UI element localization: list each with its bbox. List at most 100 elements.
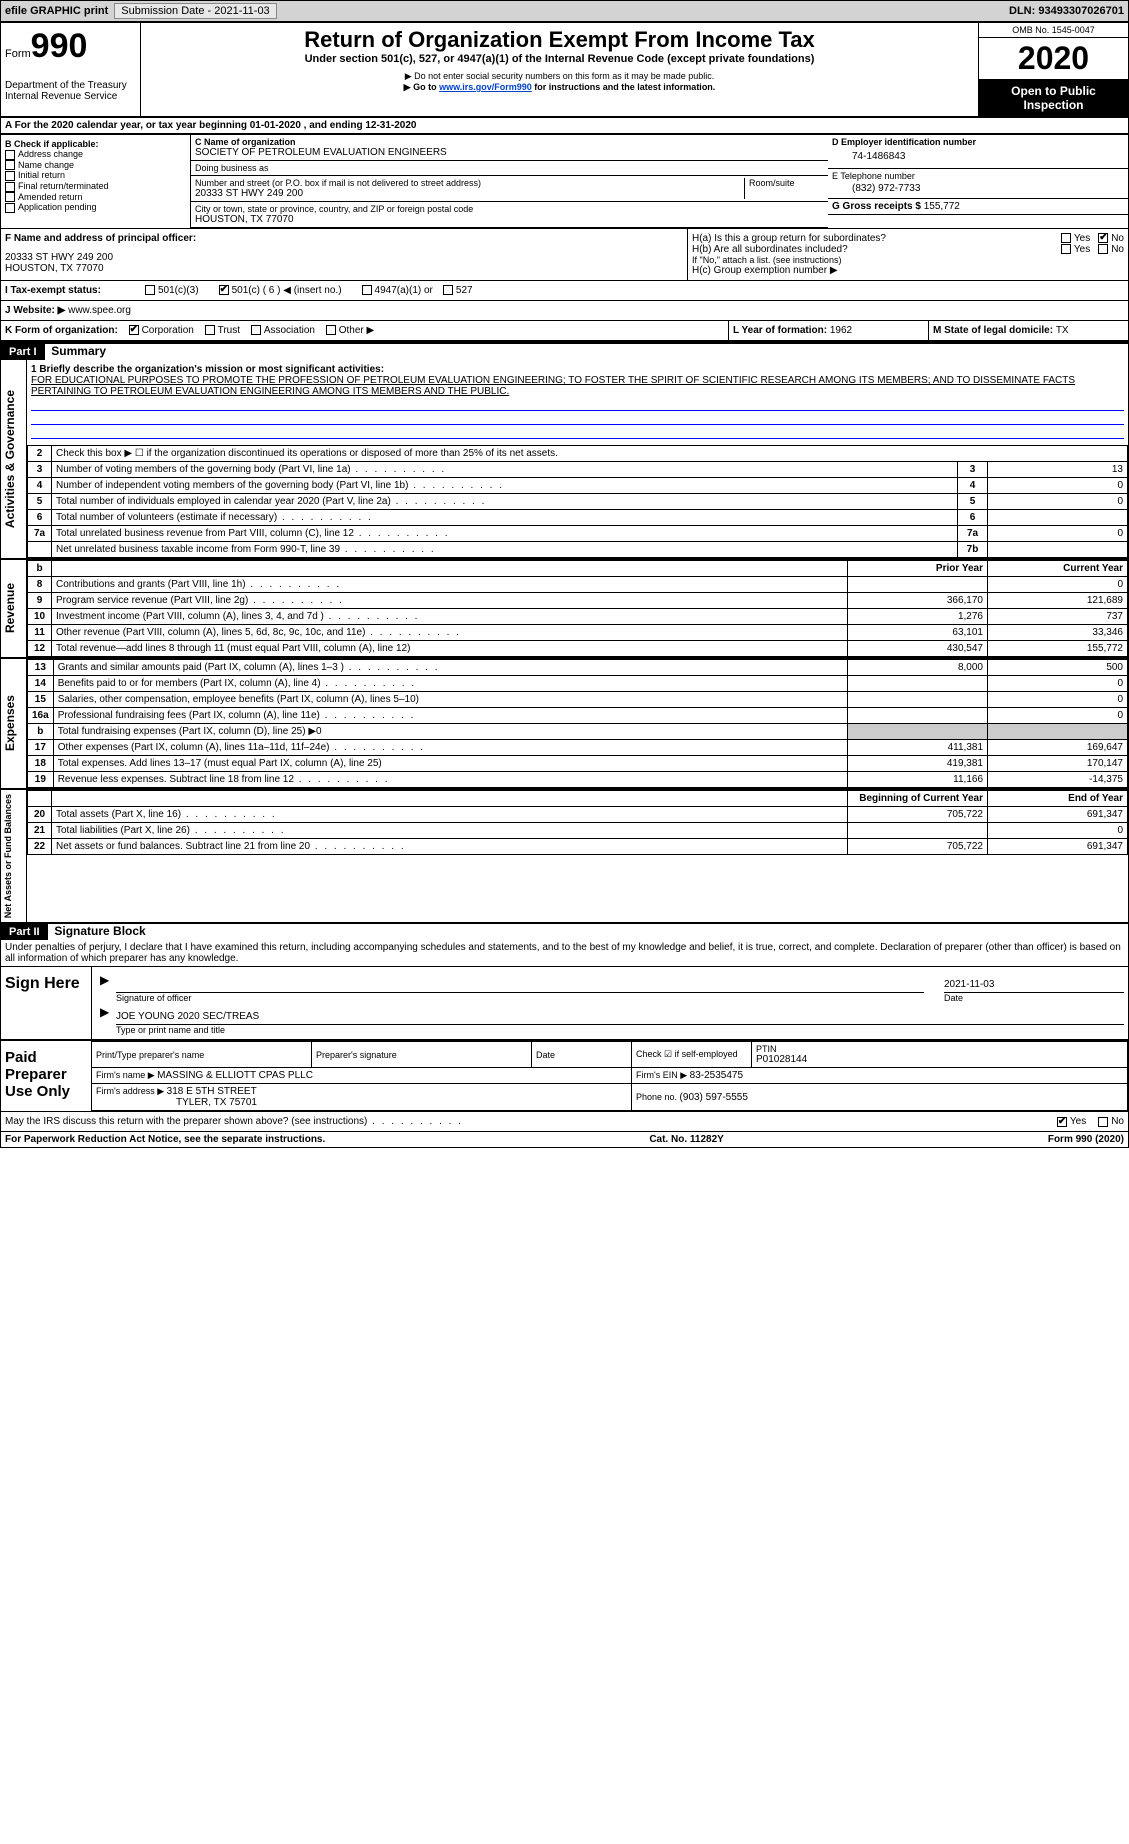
- form990-link[interactable]: www.irs.gov/Form990: [439, 82, 532, 92]
- table-row: 3Number of voting members of the governi…: [28, 462, 1128, 478]
- goto-pre: ▶ Go to: [404, 82, 439, 92]
- table-row: 9Program service revenue (Part VIII, lin…: [28, 593, 1128, 609]
- ha-row: H(a) Is this a group return for subordin…: [692, 233, 1124, 244]
- table-row: 17Other expenses (Part IX, column (A), l…: [28, 740, 1128, 756]
- label-governance: Activities & Governance: [1, 386, 19, 532]
- submission-date-button[interactable]: Submission Date - 2021-11-03: [114, 3, 276, 19]
- omb-number: OMB No. 1545-0047: [979, 23, 1128, 38]
- org-name-block: C Name of organization SOCIETY OF PETROL…: [191, 135, 828, 161]
- ein-label: D Employer identification number: [832, 137, 1124, 147]
- prep-selfemp-cell[interactable]: Check ☑ if self-employed: [632, 1042, 752, 1068]
- gross-receipts-block: G Gross receipts $ 155,772: [828, 199, 1128, 215]
- irs-label: Internal Revenue Service: [5, 91, 136, 102]
- footer-right: Form 990 (2020): [1048, 1134, 1124, 1145]
- expenses-table: 13Grants and similar amounts paid (Part …: [27, 659, 1128, 788]
- form-number: Form990: [5, 27, 136, 66]
- ha-yes[interactable]: Yes: [1061, 233, 1090, 244]
- officer-addr1: 20333 ST HWY 249 200: [5, 252, 683, 263]
- part-ii-title: Signature Block: [50, 924, 145, 938]
- hb-note: If "No," attach a list. (see instruction…: [692, 255, 1124, 265]
- chk-initial-return[interactable]: Initial return: [5, 170, 186, 181]
- officer-label: F Name and address of principal officer:: [5, 233, 683, 244]
- part-i-body: Activities & Governance 1 Briefly descri…: [1, 360, 1128, 558]
- opt-other[interactable]: Other ▶: [326, 325, 374, 336]
- paid-preparer-label: Paid Preparer Use Only: [1, 1041, 91, 1111]
- prep-name-cell: Print/Type preparer's name: [92, 1042, 312, 1068]
- firm-ein-cell: Firm's EIN ▶ 83-2535475: [632, 1068, 1128, 1084]
- opt-4947[interactable]: 4947(a)(1) or: [362, 285, 433, 296]
- table-row: 13Grants and similar amounts paid (Part …: [28, 660, 1128, 676]
- table-row: 19Revenue less expenses. Subtract line 1…: [28, 772, 1128, 788]
- revenue-section: Revenue bPrior YearCurrent Year 8Contrib…: [1, 558, 1128, 657]
- table-row: 6Total number of volunteers (estimate if…: [28, 510, 1128, 526]
- sign-here-block: Sign Here Signature of officer 2021-11-0…: [1, 967, 1128, 1039]
- table-row: bTotal fundraising expenses (Part IX, co…: [28, 724, 1128, 740]
- chk-final-return[interactable]: Final return/terminated: [5, 181, 186, 192]
- firm-addr2: TYLER, TX 75701: [96, 1097, 627, 1108]
- part-i-header: Part I Summary: [1, 342, 1128, 360]
- col-prior-year: Prior Year: [848, 561, 988, 577]
- form-title: Return of Organization Exempt From Incom…: [145, 27, 974, 53]
- row-j-website: J Website: ▶ www.spee.org: [1, 300, 1128, 320]
- officer-addr2: HOUSTON, TX 77070: [5, 263, 683, 274]
- address-block: Number and street (or P.O. box if mail i…: [191, 176, 828, 202]
- opt-trust[interactable]: Trust: [205, 325, 240, 336]
- dba-block: Doing business as: [191, 161, 828, 176]
- table-row: 18Total expenses. Add lines 13–17 (must …: [28, 756, 1128, 772]
- chk-amended-return[interactable]: Amended return: [5, 192, 186, 203]
- opt-corp[interactable]: Corporation: [129, 325, 194, 336]
- ha-no[interactable]: No: [1098, 233, 1124, 244]
- officer-sig-caption: Signature of officer: [96, 993, 924, 1003]
- dept-treasury: Department of the Treasury: [5, 80, 136, 91]
- name-title: JOE YOUNG 2020 SEC/TREAS: [116, 1011, 259, 1022]
- topbar: efile GRAPHIC print Submission Date - 20…: [0, 0, 1129, 22]
- firm-addr-cell: Firm's address ▶ 318 E 5TH STREET TYLER,…: [92, 1084, 632, 1111]
- hb-label: H(b) Are all subordinates included?: [692, 244, 1061, 255]
- year-formation: 1962: [830, 325, 852, 336]
- website-label: J Website: ▶: [5, 305, 65, 316]
- mission-blank-line: [31, 399, 1124, 411]
- table-row: Net unrelated business taxable income fr…: [28, 542, 1128, 558]
- row-i-tax-status: I Tax-exempt status: 501(c)(3) 501(c) ( …: [1, 280, 1128, 300]
- hb-no[interactable]: No: [1098, 244, 1124, 255]
- chk-application-pending[interactable]: Application pending: [5, 202, 186, 213]
- chk-name-change[interactable]: Name change: [5, 160, 186, 171]
- governance-table: 2Check this box ▶ ☐ if the organization …: [27, 445, 1128, 558]
- room-label: Room/suite: [749, 178, 824, 188]
- firm-phone: (903) 597-5555: [680, 1092, 748, 1103]
- opt-527[interactable]: 527: [443, 285, 473, 296]
- tax-year: 2020: [979, 38, 1128, 80]
- gross-label: G Gross receipts $: [832, 201, 924, 212]
- penalty-statement: Under penalties of perjury, I declare th…: [1, 940, 1128, 967]
- discuss-row: May the IRS discuss this return with the…: [1, 1111, 1128, 1131]
- city-value: HOUSTON, TX 77070: [195, 214, 824, 225]
- officer-signature-line[interactable]: [116, 971, 924, 993]
- sig-date-line: 2021-11-03: [944, 971, 1124, 993]
- sig-date: 2021-11-03: [944, 979, 994, 990]
- opt-501c[interactable]: 501(c) ( 6 ) ◀ (insert no.): [219, 285, 342, 296]
- gross-value: 155,772: [924, 201, 960, 212]
- city-label: City or town, state or province, country…: [195, 204, 824, 214]
- table-row: 16aProfessional fundraising fees (Part I…: [28, 708, 1128, 724]
- part-i-title: Summary: [47, 344, 106, 358]
- label-expenses: Expenses: [1, 691, 19, 755]
- col-boy: Beginning of Current Year: [848, 791, 988, 807]
- firm-ein: 83-2535475: [690, 1070, 743, 1081]
- opt-assoc[interactable]: Association: [251, 325, 315, 336]
- discuss-no[interactable]: No: [1098, 1116, 1124, 1127]
- row-klm: K Form of organization: Corporation Trus…: [1, 320, 1128, 342]
- form-subtitle: Under section 501(c), 527, or 4947(a)(1)…: [145, 53, 974, 65]
- ptin-value: P01028144: [756, 1054, 1123, 1065]
- opt-501c3[interactable]: 501(c)(3): [145, 285, 199, 296]
- row-f-h: F Name and address of principal officer:…: [1, 228, 1128, 280]
- table-row: 10Investment income (Part VIII, column (…: [28, 609, 1128, 625]
- firm-phone-cell: Phone no. (903) 597-5555: [632, 1084, 1128, 1111]
- footer-left: For Paperwork Reduction Act Notice, see …: [5, 1134, 325, 1145]
- hb-yes[interactable]: Yes: [1061, 244, 1090, 255]
- phone-block: E Telephone number (832) 972-7733: [828, 169, 1128, 199]
- discuss-yes[interactable]: Yes: [1057, 1116, 1086, 1127]
- chk-address-change[interactable]: Address change: [5, 149, 186, 160]
- paid-preparer-block: Paid Preparer Use Only Print/Type prepar…: [1, 1039, 1128, 1111]
- sign-here-label: Sign Here: [1, 967, 91, 1039]
- form-header: Form990 Department of the Treasury Inter…: [1, 23, 1128, 118]
